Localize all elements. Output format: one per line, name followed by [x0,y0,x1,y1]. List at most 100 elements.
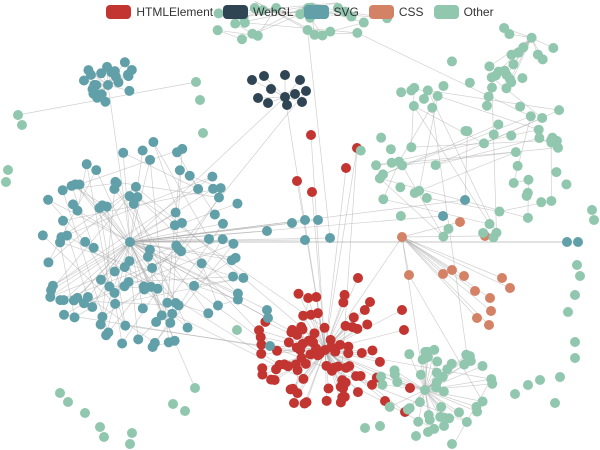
graph-node-svg[interactable] [109,287,120,298]
graph-node-other[interactable] [572,260,582,270]
graph-node-svg[interactable] [263,313,273,323]
graph-node-svg[interactable] [262,226,272,236]
graph-node-svg[interactable] [137,303,148,314]
graph-node-svg[interactable] [109,266,120,277]
graph-node-htmlelement[interactable] [312,350,323,361]
graph-node-other[interactable] [406,85,417,96]
graph-node-other[interactable] [534,133,545,144]
graph-node-other[interactable] [459,359,470,370]
graph-node-svg[interactable] [91,165,102,176]
graph-node-svg[interactable] [43,257,54,268]
graph-node-other[interactable] [517,73,528,84]
graph-node-svg[interactable] [74,179,85,190]
graph-node-svg[interactable] [68,295,79,306]
graph-node-htmlelement[interactable] [348,312,359,323]
graph-node-other[interactable] [483,91,494,102]
graph-node-svg[interactable] [110,71,121,82]
graph-node-svg[interactable] [80,236,91,247]
graph-node-svg[interactable] [300,235,310,245]
graph-node-other[interactable] [191,77,201,87]
graph-node-svg[interactable] [130,181,141,192]
graph-node-other[interactable] [551,167,562,178]
graph-node-htmlelement[interactable] [283,361,294,372]
graph-node-other[interactable] [493,119,504,130]
graph-node-other[interactable] [415,369,426,380]
graph-node-other[interactable] [432,356,443,367]
graph-node-css[interactable] [455,217,465,227]
graph-node-svg[interactable] [184,170,195,181]
graph-node-svg[interactable] [215,183,226,194]
graph-node-svg[interactable] [133,334,144,345]
graph-node-webgl[interactable] [280,92,290,102]
legend-item-htmlelement[interactable]: HTMLElement [106,5,213,19]
graph-node-svg[interactable] [162,297,173,308]
graph-node-webgl[interactable] [297,97,307,107]
graph-node-svg[interactable] [47,280,58,291]
graph-node-svg[interactable] [287,218,297,228]
graph-node-htmlelement[interactable] [311,292,322,303]
graph-node-svg[interactable] [96,68,107,79]
graph-node-svg[interactable] [203,308,214,319]
graph-node-svg[interactable] [217,218,228,229]
graph-node-other[interactable] [406,142,417,153]
graph-node-other[interactable] [95,422,105,432]
graph-node-htmlelement[interactable] [405,383,415,393]
graph-node-other[interactable] [464,77,475,88]
graph-node-other[interactable] [411,431,421,441]
graph-node-other[interactable] [377,379,388,390]
graph-node-other[interactable] [570,353,580,363]
graph-node-svg[interactable] [147,262,158,273]
graph-node-htmlelement[interactable] [367,345,378,356]
graph-node-other[interactable] [486,72,497,83]
graph-node-other[interactable] [421,192,432,203]
graph-node-other[interactable] [508,178,519,189]
graph-node-css[interactable] [505,283,515,293]
graph-node-svg[interactable] [37,230,48,241]
graph-node-webgl[interactable] [263,98,273,108]
graph-node-svg[interactable] [151,317,162,328]
graph-node-other[interactable] [377,169,388,180]
graph-node-htmlelement[interactable] [321,360,332,371]
graph-node-svg[interactable] [203,233,214,244]
graph-node-other[interactable] [537,112,548,123]
graph-node-other[interactable] [570,337,580,347]
graph-node-other[interactable] [402,404,413,415]
graph-node-svg[interactable] [232,198,243,209]
graph-node-other[interactable] [332,3,343,13]
graph-node-other[interactable] [249,3,260,13]
graph-node-svg[interactable] [100,96,111,107]
graph-node-other[interactable] [523,380,533,390]
graph-node-other[interactable] [481,100,492,111]
graph-node-htmlelement[interactable] [298,310,309,321]
graph-node-htmlelement[interactable] [256,339,267,350]
graph-node-svg[interactable] [120,320,131,331]
graph-node-svg[interactable] [149,337,160,348]
graph-node-other[interactable] [440,413,451,424]
graph-node-webgl[interactable] [282,100,292,110]
graph-node-svg[interactable] [110,176,121,187]
graph-node-other[interactable] [550,398,560,408]
graph-node-htmlelement[interactable] [341,362,352,373]
graph-node-other[interactable] [358,17,369,28]
graph-node-htmlelement[interactable] [343,348,354,359]
graph-node-other[interactable] [392,376,403,387]
graph-node-svg[interactable] [265,341,275,351]
graph-node-svg[interactable] [212,300,223,311]
graph-node-other[interactable] [491,227,502,238]
graph-node-svg[interactable] [228,271,239,282]
graph-node-svg[interactable] [88,242,99,253]
graph-node-other[interactable] [375,421,385,431]
graph-node-htmlelement[interactable] [338,383,349,394]
graph-node-other[interactable] [438,386,449,397]
graph-node-htmlelement[interactable] [362,319,373,330]
graph-node-other[interactable] [461,416,472,427]
graph-node-svg[interactable] [460,195,470,205]
graph-node-other[interactable] [471,401,482,412]
graph-node-other[interactable] [420,385,430,395]
graph-node-htmlelement[interactable] [287,383,298,394]
graph-node-webgl[interactable] [290,89,300,99]
graph-node-svg[interactable] [226,255,237,266]
graph-node-other[interactable] [512,160,523,171]
graph-node-other[interactable] [257,5,268,16]
graph-node-htmlelement[interactable] [341,163,351,173]
